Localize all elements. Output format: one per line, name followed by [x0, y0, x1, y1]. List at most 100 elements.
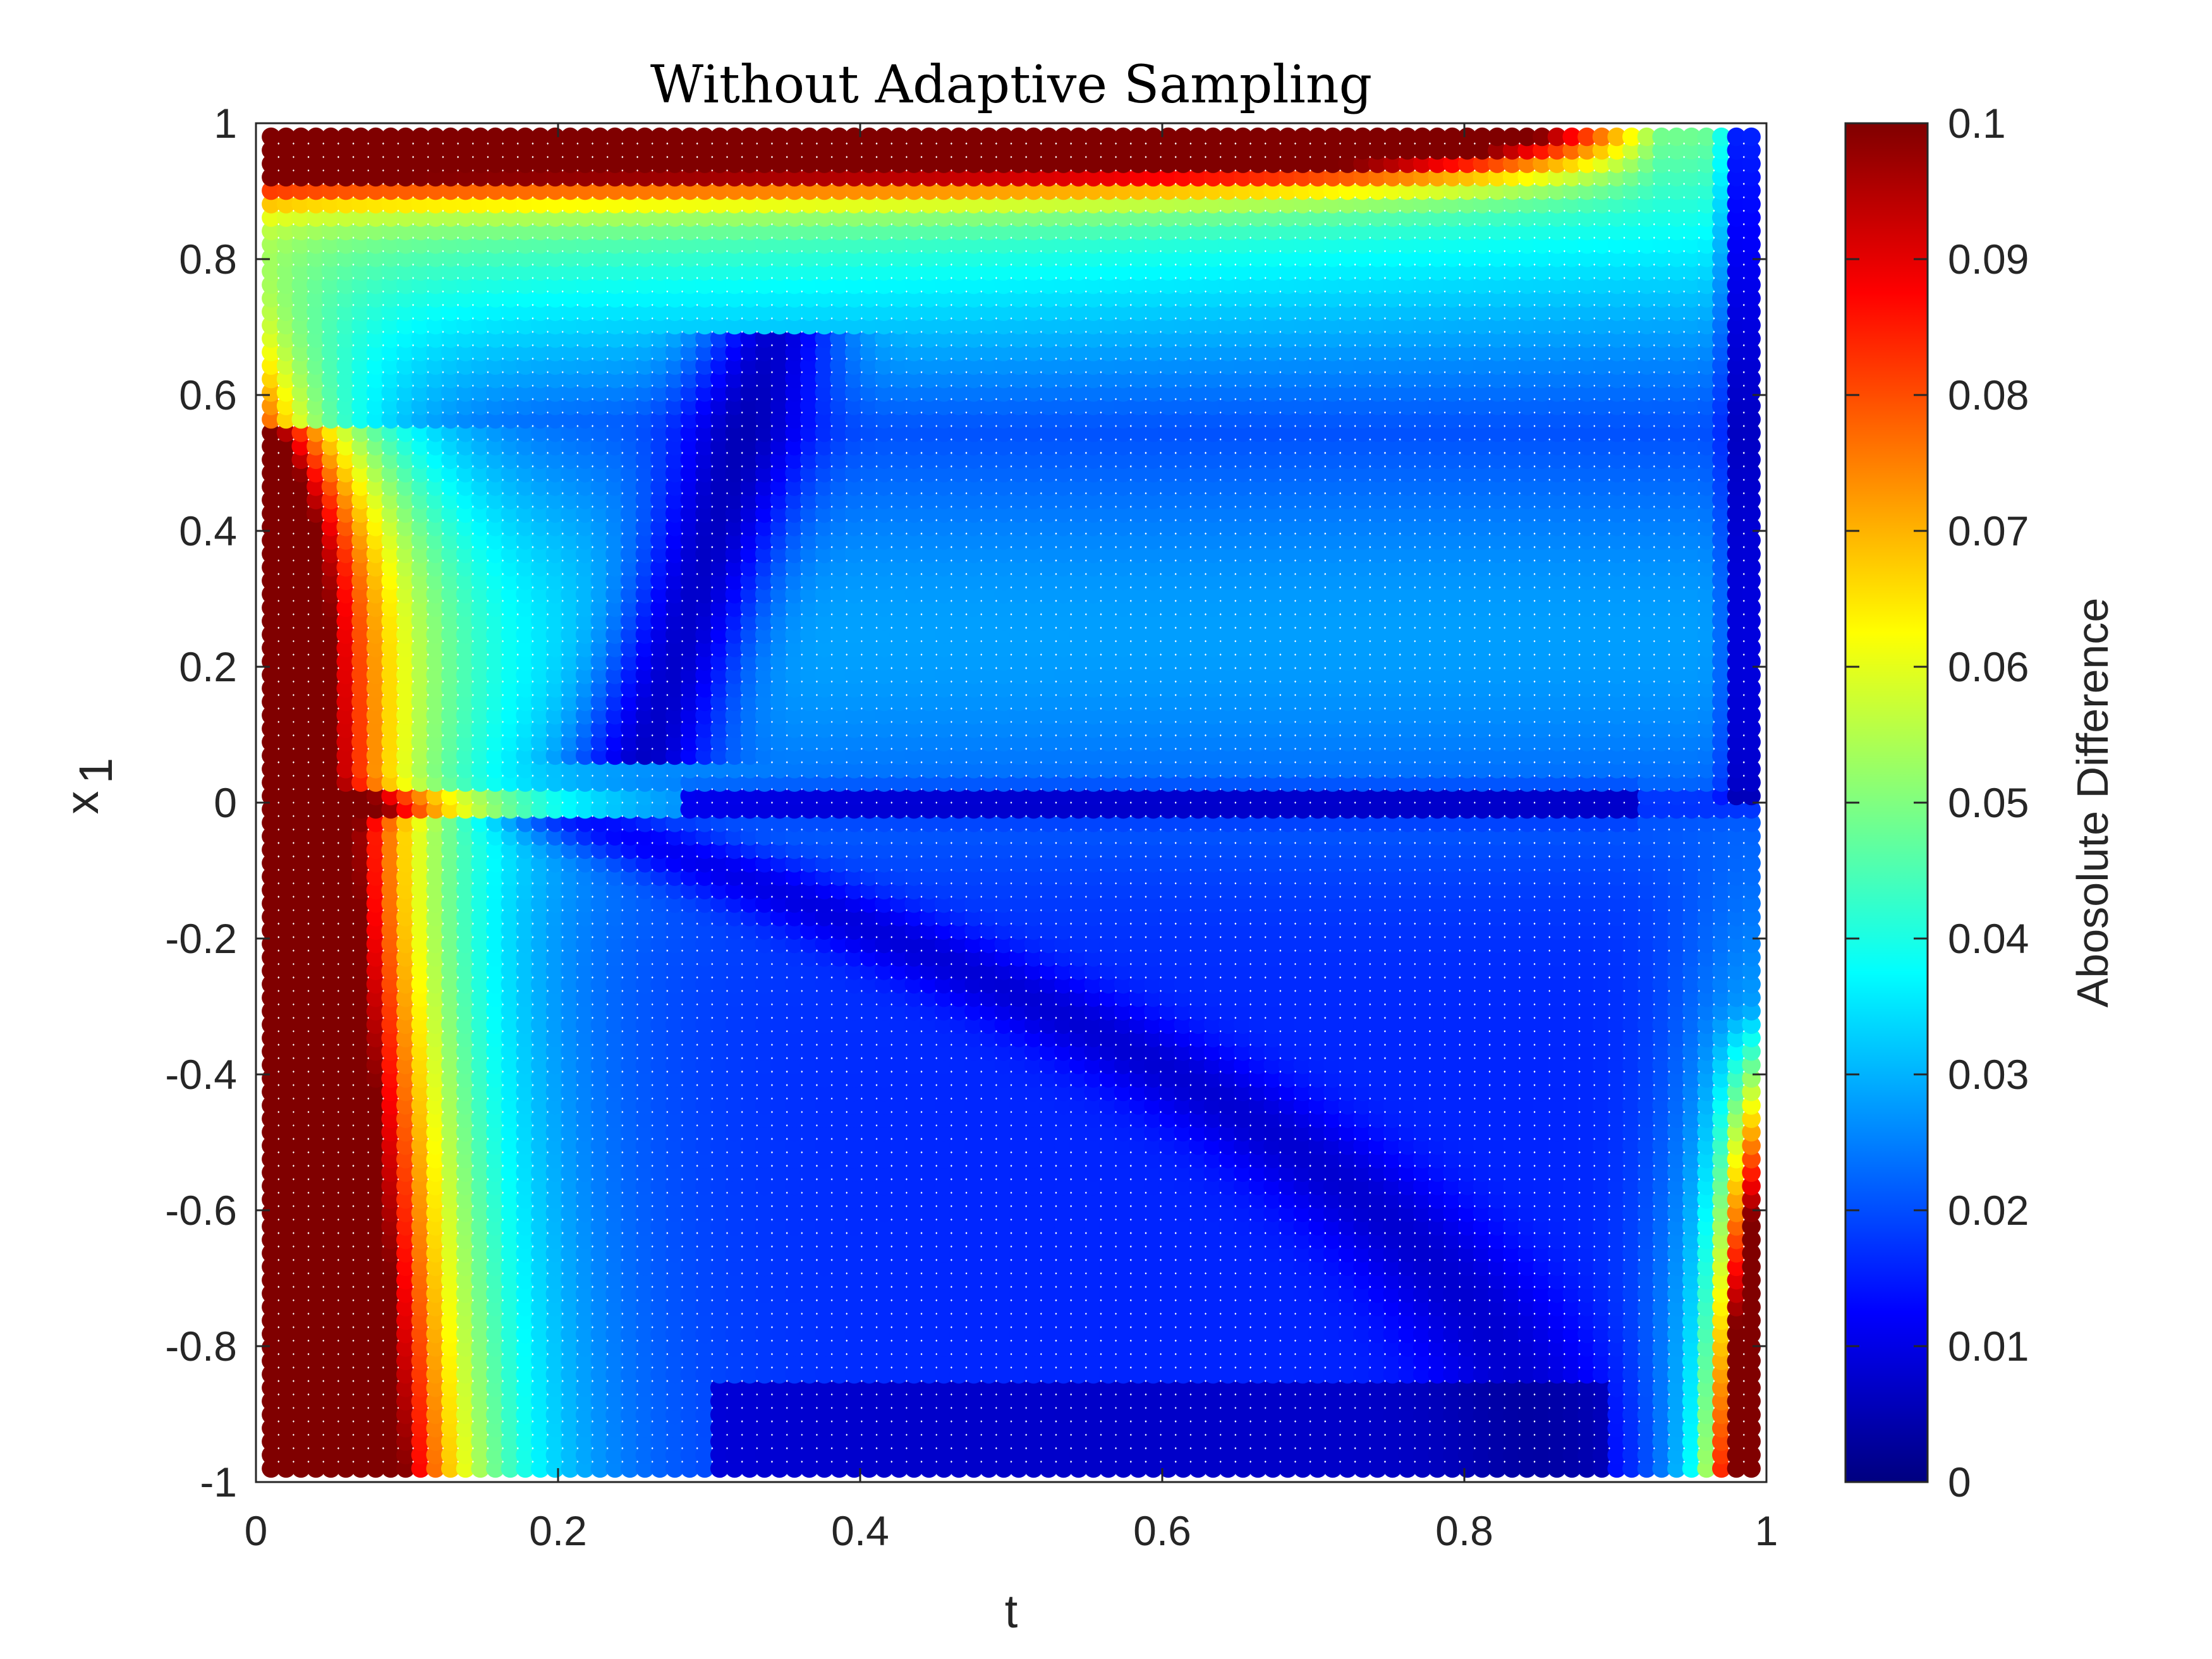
heatmap-point [1308, 1432, 1327, 1451]
heatmap-point [1457, 1445, 1477, 1464]
heatmap-point [336, 1432, 355, 1451]
heatmap-point [1398, 1459, 1417, 1478]
heatmap-point [1517, 1459, 1536, 1478]
heatmap-point [1443, 1432, 1462, 1451]
heatmap-point [516, 1418, 535, 1438]
heatmap-point [396, 1432, 415, 1451]
heatmap-point [1203, 1418, 1223, 1438]
heatmap-point [276, 1418, 296, 1438]
heatmap-point [396, 1445, 415, 1464]
heatmap-point [486, 1418, 505, 1438]
heatmap-point [396, 1459, 415, 1478]
heatmap-point [1203, 1445, 1223, 1464]
heatmap-point [1742, 1445, 1761, 1464]
heatmap-point [665, 1418, 684, 1438]
heatmap-point [1054, 1418, 1073, 1438]
heatmap-point [860, 1459, 878, 1478]
heatmap-point [1652, 1459, 1671, 1478]
heatmap-point [1203, 1459, 1223, 1478]
heatmap-point [1652, 1418, 1671, 1438]
heatmap-point [276, 1445, 296, 1464]
heatmap-point [486, 1432, 505, 1451]
heatmap-point [680, 1432, 700, 1451]
heatmap-point [1368, 1445, 1387, 1464]
heatmap-point [1338, 1432, 1358, 1451]
heatmap-point [1024, 1418, 1043, 1438]
heatmap-point [1069, 1459, 1088, 1478]
heatmap-point [1054, 1459, 1073, 1478]
heatmap-point [426, 1432, 445, 1451]
heatmap-point [1248, 1445, 1268, 1464]
heatmap-point [1428, 1459, 1447, 1478]
heatmap-point [336, 1418, 355, 1438]
heatmap-point [1592, 1459, 1612, 1478]
heatmap-point [799, 1418, 819, 1438]
heatmap-point [889, 1459, 909, 1478]
heatmap-point [366, 1459, 386, 1478]
heatmap-point [725, 1445, 744, 1464]
heatmap-point [426, 1418, 445, 1438]
heatmap-point [456, 1445, 475, 1464]
heatmap-point [680, 1445, 700, 1464]
heatmap-point [1129, 1418, 1148, 1438]
heatmap-point [1473, 1418, 1492, 1438]
heatmap-point [770, 1432, 789, 1451]
heatmap-point [1174, 1445, 1193, 1464]
heatmap-point [979, 1445, 999, 1464]
heatmap-point [590, 1445, 610, 1464]
heatmap-point [725, 1459, 744, 1478]
heatmap-point [889, 1432, 909, 1451]
heatmap-point [740, 1459, 759, 1478]
heatmap-point [1054, 1445, 1073, 1464]
heatmap-point [456, 1459, 475, 1478]
heatmap-point [815, 1418, 834, 1438]
heatmap-point [875, 1432, 894, 1451]
heatmap-point [1099, 1445, 1118, 1464]
heatmap-point [561, 1459, 580, 1478]
heatmap-point [1263, 1459, 1282, 1478]
heatmap-point [844, 1432, 864, 1451]
heatmap-point [1144, 1432, 1163, 1451]
heatmap-point [471, 1418, 490, 1438]
heatmap-point [1697, 1459, 1716, 1478]
heatmap-point [1293, 1459, 1313, 1478]
heatmap-point [1383, 1432, 1402, 1451]
heatmap-point [1233, 1432, 1253, 1451]
heatmap-point [1727, 1432, 1746, 1451]
heatmap-point [650, 1418, 669, 1438]
heatmap-point [1473, 1445, 1492, 1464]
heatmap-point [875, 1418, 894, 1438]
heatmap-point [949, 1432, 968, 1451]
heatmap-point [471, 1432, 490, 1451]
heatmap-point [486, 1459, 505, 1478]
heatmap-point [1607, 1418, 1626, 1438]
heatmap-point [785, 1432, 804, 1451]
heatmap-point [321, 1432, 341, 1451]
heatmap-point [1443, 1418, 1462, 1438]
heatmap-point [964, 1432, 983, 1451]
heatmap-point [426, 1459, 445, 1478]
heatmap-point [1622, 1459, 1641, 1478]
heatmap-point [1158, 1432, 1178, 1451]
heatmap-point [276, 1459, 296, 1478]
heatmap-point [1592, 1418, 1612, 1438]
heatmap-point [336, 1405, 355, 1425]
heatmap-point [994, 1459, 1013, 1478]
heatmap-point [291, 1418, 311, 1438]
heatmap-point [1218, 1445, 1237, 1464]
heatmap-point [1293, 1418, 1313, 1438]
heatmap-point [799, 1432, 819, 1451]
heatmap-point [815, 1432, 834, 1451]
heatmap-point [441, 1418, 460, 1438]
heatmap-point [934, 1445, 954, 1464]
heatmap-point [456, 1432, 475, 1451]
heatmap-point [1398, 1418, 1417, 1438]
heatmap-point [1323, 1445, 1342, 1464]
heatmap-point [1577, 1432, 1596, 1451]
heatmap-point [545, 1459, 565, 1478]
heatmap-point [665, 1459, 684, 1478]
heatmap-point [441, 1459, 460, 1478]
heatmap-point [1293, 1432, 1313, 1451]
heatmap-point [964, 1459, 983, 1478]
heatmap-point [1413, 1418, 1432, 1438]
